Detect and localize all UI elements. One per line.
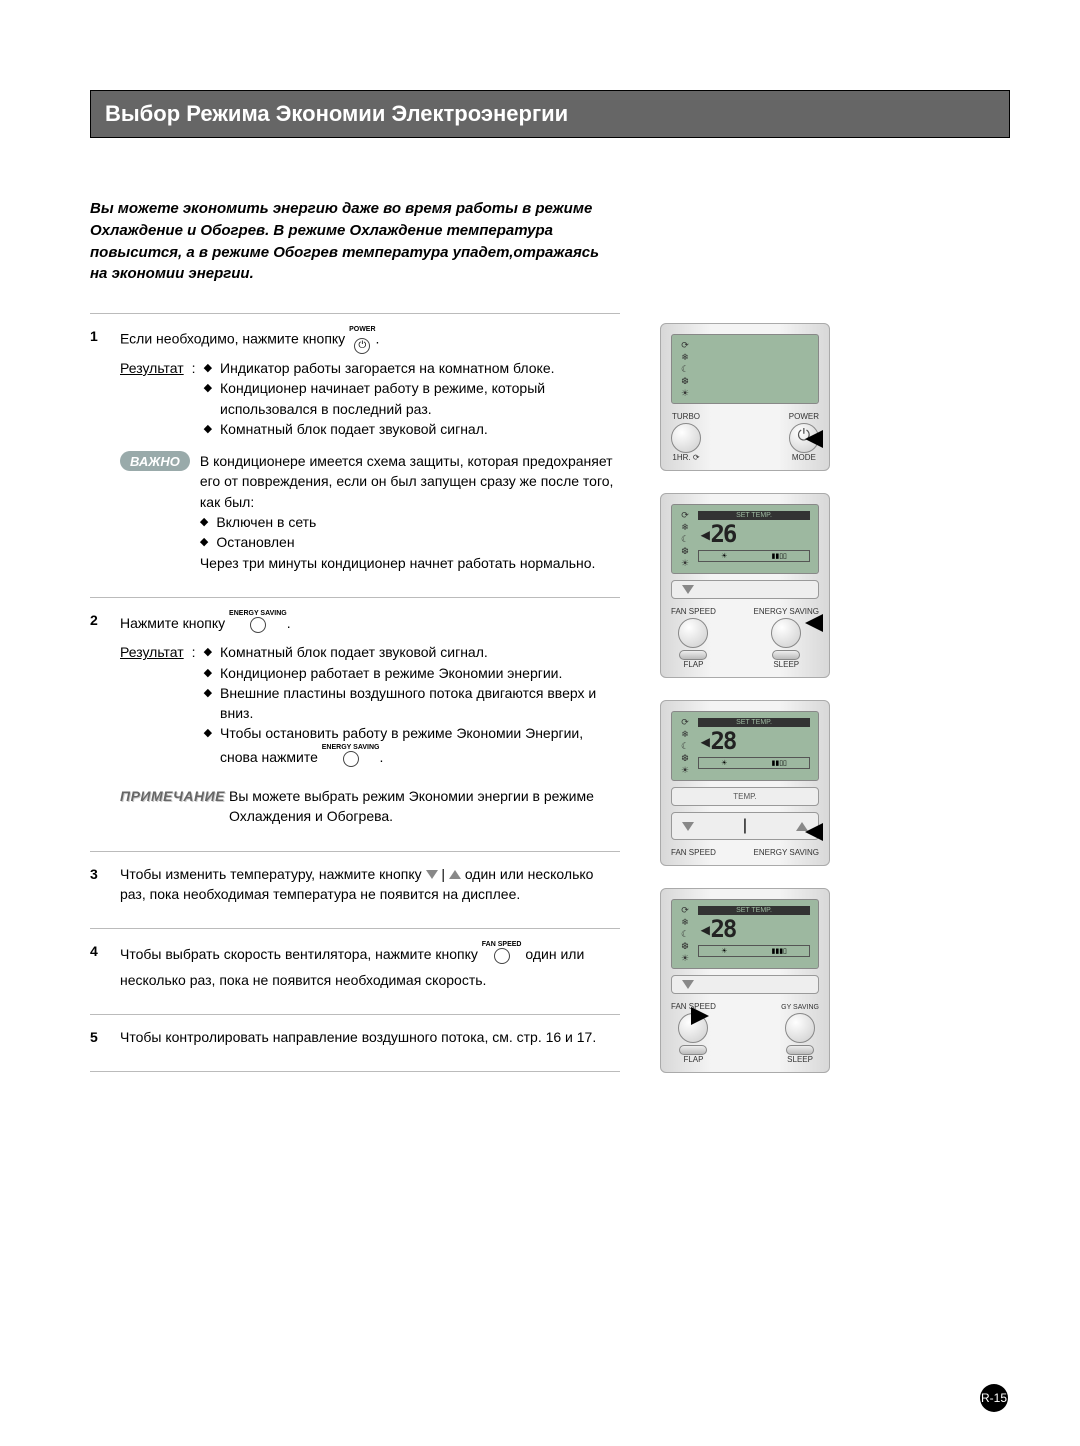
step-number: 1: [90, 326, 108, 573]
step-1: 1 Если необходимо, нажмите кнопку POWER …: [90, 313, 620, 597]
step-text: Чтобы изменить температуру, нажмите кноп…: [120, 864, 620, 905]
remote-illustration-1: ⟳❄ ☾❆ ☀ TURBO1HR. ⟳ POWERMODE: [660, 323, 830, 471]
list-item: Комнатный блок подает звуковой сигнал.: [204, 419, 620, 439]
step-number: 4: [90, 941, 108, 990]
important-badge: ВАЖНО: [120, 451, 190, 471]
note-label: ПРИМЕЧАНИЕ: [120, 786, 215, 827]
step-2: 2 Нажмите кнопку ENERGY SAVING . Результ…: [90, 597, 620, 851]
list-item: Комнатный блок подает звуковой сигнал.: [204, 642, 620, 662]
up-icon: [449, 870, 461, 879]
remote-illustration-2: ⟳❄ ☾❆ ☀ SET TEMP. ◂26 ☀▮▮▯▯ FAN SPEEDFLA…: [660, 493, 830, 678]
remote-illustration-3: ⟳❄ ☾❆ ☀ SET TEMP. ◂28 ☀▮▮▯▯ TEMP. |: [660, 700, 830, 866]
pointer-icon: [691, 1007, 709, 1025]
pointer-icon: [805, 823, 823, 841]
step-text: Нажмите кнопку: [120, 615, 225, 631]
step-number: 3: [90, 864, 108, 905]
list-item: Внешние пластины воздушного потока двига…: [204, 683, 620, 724]
energy-saving-button: ENERGY SAVING: [754, 848, 820, 857]
step-3: 3 Чтобы изменить температуру, нажмите кн…: [90, 851, 620, 929]
important-lead: В кондиционере имеется схема защиты, кот…: [200, 451, 620, 512]
step-text: Если необходимо, нажмите кнопку: [120, 331, 345, 347]
note-text: Вы можете выбрать режим Экономии энергии…: [229, 786, 620, 827]
energy-saving-button: GY SAVINGSLEEP: [781, 1002, 819, 1064]
down-icon: [426, 870, 438, 879]
list-item: Включен в сеть: [200, 512, 620, 532]
result-label: Результат: [120, 358, 184, 439]
fan-speed-icon: FAN SPEED: [482, 941, 522, 969]
step-text: Чтобы контролировать направление воздушн…: [120, 1027, 620, 1047]
pointer-icon: [805, 430, 823, 448]
pointer-icon: [805, 614, 823, 632]
list-item: Остановлен: [200, 532, 620, 552]
power-icon: POWER ⏻: [349, 326, 375, 354]
down-icon: [682, 822, 694, 831]
energy-saving-icon: ENERGY SAVING: [229, 610, 287, 638]
list-item: Чтобы остановить работу в режиме Экономи…: [204, 723, 620, 772]
step-4: 4 Чтобы выбрать скорость вентилятора, на…: [90, 928, 620, 1014]
list-item: Индикатор работы загорается на комнатном…: [204, 358, 620, 378]
energy-saving-icon: ENERGY SAVING: [322, 744, 380, 772]
turbo-button: TURBO1HR. ⟳: [671, 412, 701, 462]
list-item: Кондиционер начинает работу в режиме, ко…: [204, 378, 620, 419]
page-title: Выбор Режима Экономии Электроэнергии: [90, 90, 1010, 138]
step-5: 5 Чтобы контролировать направление возду…: [90, 1014, 620, 1072]
page-number: R-15: [980, 1384, 1008, 1412]
list-item: Кондиционер работает в режиме Экономии э…: [204, 663, 620, 683]
step-number: 2: [90, 610, 108, 827]
step-text: Чтобы выбрать скорость вентилятора, нажм…: [120, 946, 478, 962]
fan-speed-button: FAN SPEED: [671, 848, 716, 857]
result-label: Результат: [120, 642, 184, 772]
step-number: 5: [90, 1027, 108, 1047]
intro-text: Вы можете экономить энергию даже во врем…: [90, 198, 610, 285]
fan-speed-button: FAN SPEEDFLAP: [671, 607, 716, 669]
remote-illustration-4: ⟳❄ ☾❆ ☀ SET TEMP. ◂28 ☀▮▮▮▯ FAN SPEEDFLA…: [660, 888, 830, 1073]
important-tail: Через три минуты кондиционер начнет рабо…: [200, 553, 620, 573]
